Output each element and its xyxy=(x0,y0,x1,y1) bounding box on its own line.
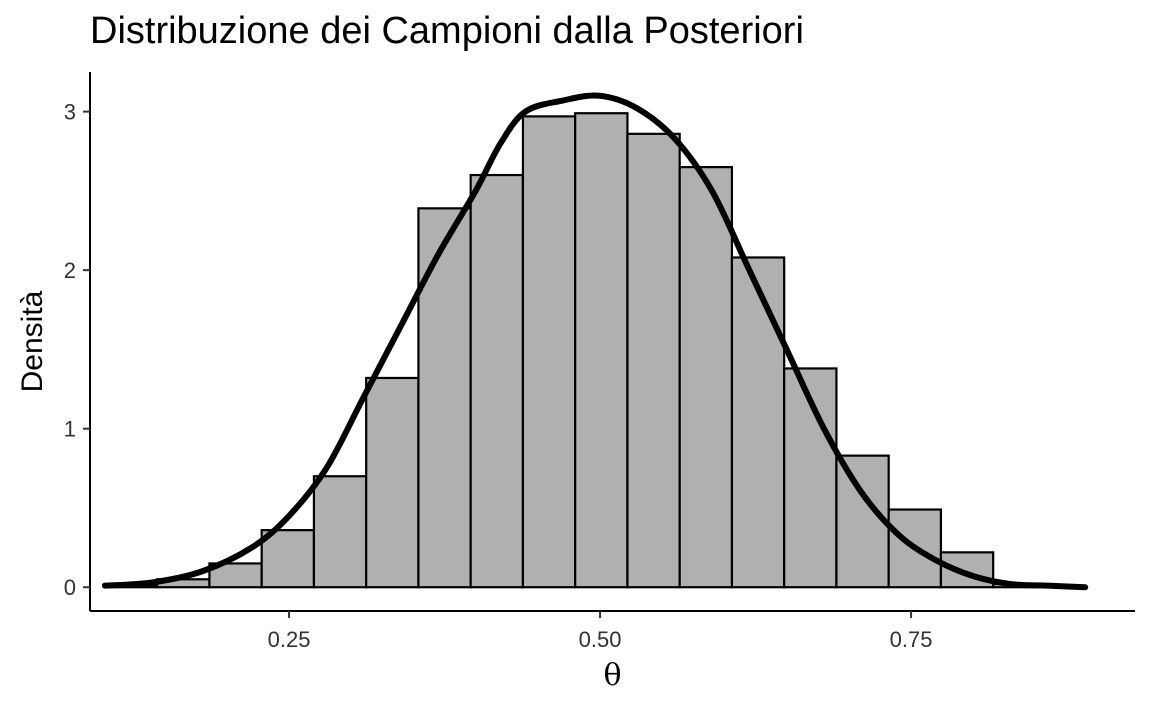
y-tick-label: 1 xyxy=(64,417,76,442)
histogram-bar xyxy=(521,115,577,589)
histogram-bar xyxy=(835,454,890,589)
y-tick-label: 2 xyxy=(64,258,76,283)
histogram-bar xyxy=(678,166,734,589)
x-tick-label: 0.75 xyxy=(890,627,933,652)
histogram-bar xyxy=(417,207,472,589)
histogram-bar xyxy=(260,529,316,589)
histogram-bar xyxy=(730,256,786,589)
histogram-bar xyxy=(365,376,420,589)
histogram-bar xyxy=(574,112,629,589)
histogram-bar xyxy=(312,475,368,589)
histogram-bar xyxy=(626,132,681,589)
y-tick-label: 3 xyxy=(64,100,76,125)
y-axis-title: Densità xyxy=(16,290,49,392)
histogram-bar xyxy=(783,367,838,589)
histogram-bar xyxy=(469,173,525,589)
x-tick-label: 0.25 xyxy=(268,627,311,652)
x-tick-label: 0.50 xyxy=(579,627,622,652)
x-axis-title: θ xyxy=(603,658,621,693)
chart-title: Distribuzione dei Campioni dalla Posteri… xyxy=(90,10,804,52)
density-curve xyxy=(101,92,1089,591)
y-tick-label: 0 xyxy=(64,575,76,600)
